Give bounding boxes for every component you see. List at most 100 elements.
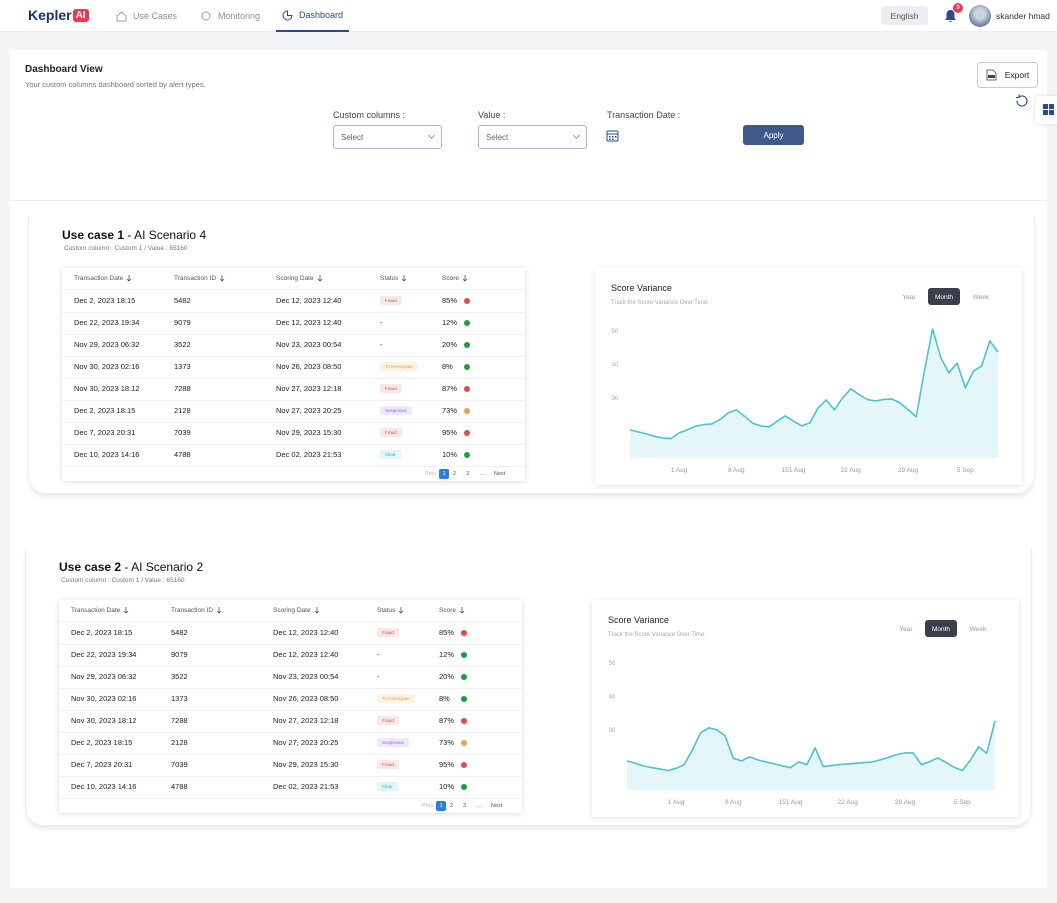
score-dot	[464, 408, 470, 414]
row-divider	[59, 710, 522, 711]
sort-arrow	[399, 607, 404, 614]
score-dot	[461, 630, 467, 636]
scenario-name: - AI Scenario 2	[124, 560, 204, 574]
pagination-item[interactable]: 1	[436, 801, 446, 811]
score-dot	[464, 298, 470, 304]
bell-icon[interactable]	[944, 9, 957, 23]
grid-icon	[1043, 104, 1054, 115]
table-cell: Nov 27, 2023 12:18	[273, 716, 339, 725]
sort-arrow	[216, 607, 222, 614]
table-cell: Nov 23, 2023 00:54	[273, 672, 339, 681]
column-header[interactable]: Status	[380, 275, 407, 282]
sort-arrow	[462, 275, 468, 282]
column-header-label: Transaction Date	[74, 275, 124, 282]
sort-arrow-path	[459, 607, 465, 614]
table-cell: Nov 29, 2023 06:32	[74, 340, 140, 349]
pagination-item[interactable]: Prev	[425, 471, 437, 477]
status-pill: Fraud	[377, 716, 399, 725]
table-cell: Dec 02, 2023 21:53	[273, 782, 339, 791]
language-button[interactable]: English	[881, 6, 928, 25]
column-header[interactable]: Transaction Date	[74, 275, 132, 282]
status-text: -	[380, 318, 383, 327]
export-button[interactable]: Export	[977, 62, 1038, 88]
pagination-item[interactable]: Next	[494, 471, 506, 477]
search-icon	[201, 11, 211, 20]
pagination-item[interactable]: 3	[466, 471, 470, 477]
nav-tab[interactable]: Monitoring	[195, 0, 266, 32]
calendar-icon[interactable]	[606, 129, 619, 142]
custom-columns-select[interactable]: Select	[333, 125, 442, 149]
status-pill: Fraud	[377, 628, 399, 637]
table-cell: 2128	[174, 406, 191, 415]
column-header[interactable]: Scoring Date	[273, 607, 320, 614]
sort-arrow-path	[402, 275, 407, 282]
period-toggle[interactable]: Year	[902, 294, 916, 301]
toggle-active-bg[interactable]	[925, 620, 957, 637]
pagination-item[interactable]: Prev	[422, 803, 434, 809]
status-pill: To Investigate	[377, 694, 415, 703]
tab-label: Use Cases	[133, 11, 178, 21]
x-tick-label: 151 Aug	[782, 467, 806, 474]
side-toggle[interactable]	[1035, 96, 1057, 124]
use-case-name: Use case 2	[59, 560, 122, 574]
user-name[interactable]: skander hmad	[996, 11, 1050, 21]
score-cell: 87%	[442, 384, 458, 393]
pagination-item[interactable]: 2	[450, 803, 454, 809]
table-cell: Nov 29, 2023 06:32	[71, 672, 137, 681]
y-tick-label: 30	[609, 728, 616, 734]
status-pill: Fraud	[380, 296, 402, 305]
toggle-active-bg[interactable]	[928, 288, 960, 305]
column-header[interactable]: Score	[439, 607, 465, 614]
y-tick-label: 40	[612, 362, 619, 368]
chart-subtitle: Track the Score Variance Over Time.	[608, 632, 706, 638]
period-toggle[interactable]: Month	[935, 294, 953, 301]
refresh-icon[interactable]	[1014, 94, 1030, 108]
period-toggle[interactable]: Year	[899, 626, 913, 633]
pdf-icon	[986, 69, 997, 81]
score-cell: 20%	[442, 340, 458, 349]
row-divider	[62, 422, 525, 423]
logo-badge: AI	[72, 8, 89, 22]
avatar[interactable]	[969, 5, 991, 27]
pagination-item[interactable]: ...	[480, 471, 485, 477]
top-nav: Kepler AI English 9 skander hmad Use Case…	[0, 0, 1057, 32]
y-tick-label: 40	[609, 694, 616, 700]
pagination-item[interactable]: Next	[491, 803, 503, 809]
sort-arrow-path	[219, 275, 225, 282]
period-toggle[interactable]: Month	[932, 626, 950, 633]
filter-label: Custom columns :	[333, 110, 406, 120]
status-pill: To Investigate	[380, 362, 418, 371]
x-tick-label: 5 Sep	[954, 799, 971, 806]
value-select[interactable]: Select	[478, 125, 587, 149]
column-header-label: Status	[380, 275, 399, 282]
table-cell: Dec 2, 2023 18:15	[71, 628, 133, 637]
header-divider	[62, 289, 525, 290]
column-header[interactable]: Scoring Date	[276, 275, 323, 282]
column-header[interactable]: Status	[377, 607, 404, 614]
table-cell: Nov 27, 2023 20:25	[273, 738, 339, 747]
sort-arrow	[123, 607, 129, 614]
logo[interactable]: Kepler AI	[28, 7, 89, 23]
column-header-label: Transaction ID	[174, 275, 217, 282]
column-header[interactable]: Transaction Date	[71, 607, 129, 614]
score-cell: 20%	[439, 672, 455, 681]
apply-button[interactable]: Apply	[743, 125, 804, 145]
table-cell: Nov 30, 2023 02:16	[71, 694, 137, 703]
use-case-name: Use case 1	[62, 228, 125, 242]
nav-tab[interactable]: Use Cases	[110, 0, 183, 32]
period-toggle[interactable]: Week	[970, 626, 987, 633]
column-header[interactable]: Score	[442, 275, 468, 282]
chart-title: Score Variance	[611, 283, 672, 293]
pagination-item[interactable]: ...	[477, 803, 482, 809]
column-header[interactable]: Transaction ID	[171, 607, 222, 614]
column-header[interactable]: Transaction ID	[174, 275, 225, 282]
score-dot	[464, 364, 470, 370]
nav-tab[interactable]: Dashboard	[276, 0, 350, 32]
period-toggle[interactable]: Week	[973, 294, 990, 301]
table-cell: Nov 23, 2023 00:54	[276, 340, 342, 349]
chart-icon	[282, 9, 293, 20]
pagination-item[interactable]: 3	[463, 803, 467, 809]
chart-subtitle: Track the Score Variance Over Time.	[611, 300, 709, 306]
pagination-item[interactable]: 1	[439, 469, 449, 479]
pagination-item[interactable]: 2	[453, 471, 457, 477]
